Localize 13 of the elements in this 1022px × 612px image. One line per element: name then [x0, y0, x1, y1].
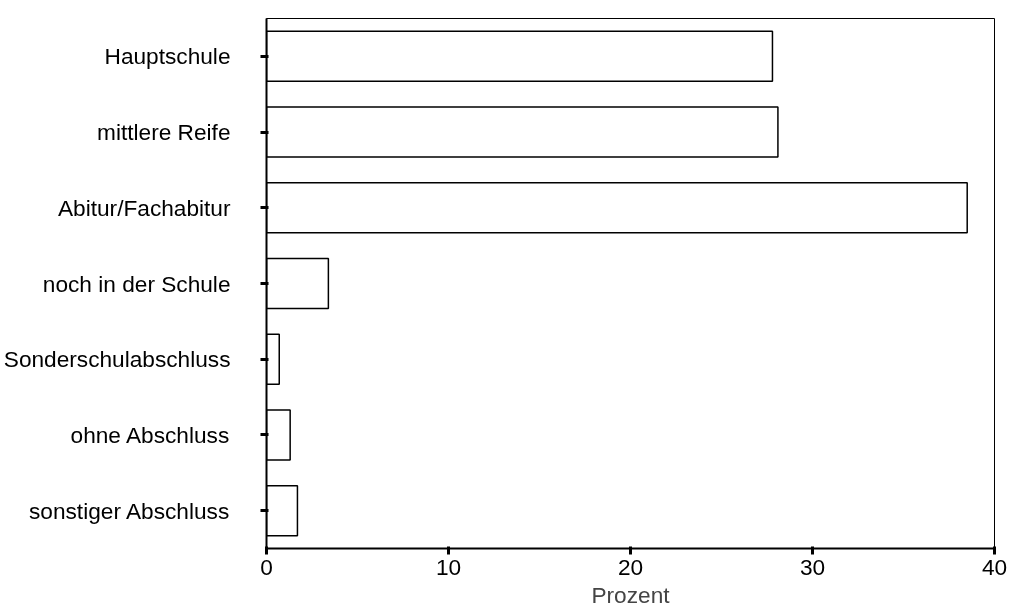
x-tick-label: 0	[260, 553, 273, 580]
x-tick-label: 10	[435, 553, 462, 580]
x-tick-label: 20	[617, 553, 644, 580]
y-tick-label: Abitur/Fachabitur	[57, 194, 231, 221]
y-tick-label: noch in der Schule	[42, 270, 231, 297]
x-axis-title: Prozent	[591, 581, 671, 608]
y-tick-label: ohne Abschluss	[70, 421, 230, 448]
x-tick-label: 40	[981, 553, 1008, 580]
y-tick-label: Sonderschulabschluss	[3, 346, 231, 373]
y-tick-label: sonstiger Abschluss	[29, 497, 230, 524]
x-tick-label: 30	[799, 553, 826, 580]
y-tick-label: Hauptschule	[104, 43, 231, 70]
y-tick-label: mittlere Reife	[97, 119, 231, 146]
